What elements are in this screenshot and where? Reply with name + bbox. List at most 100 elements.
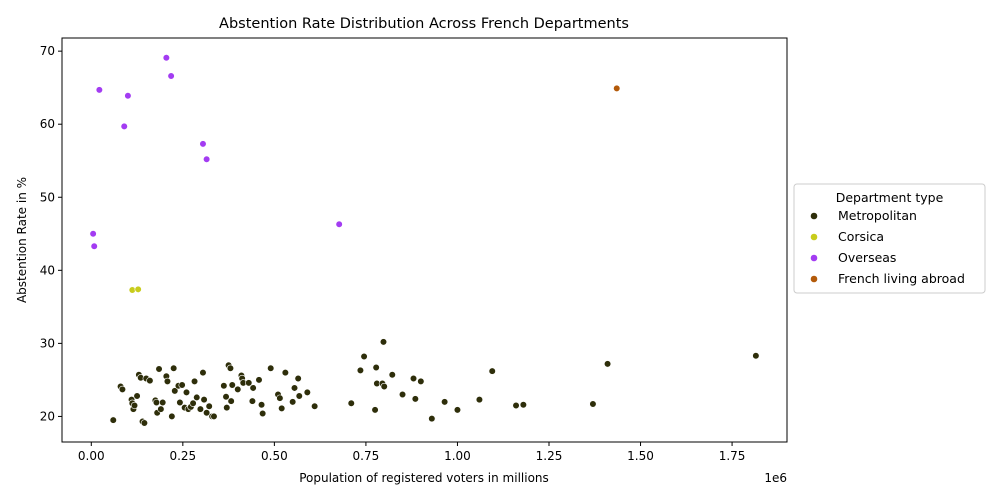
point-metropolitan (411, 395, 419, 403)
point-metropolitan (248, 397, 257, 405)
legend: Department type Metropolitan Corsica Overs… (793, 183, 986, 294)
point-metropolitan (603, 360, 612, 368)
point-metropolitan (255, 376, 263, 384)
point-metropolitan (512, 401, 520, 410)
point-metropolitan (276, 394, 284, 402)
point-metropolitan (519, 401, 527, 409)
point-metropolitan (234, 385, 242, 393)
y-tick-label: 20 (40, 409, 55, 423)
point-metropolitan (409, 374, 418, 383)
legend-label-french-living-abroad: French living abroad (838, 271, 965, 286)
y-tick-label: 50 (40, 190, 55, 204)
point-metropolitan (453, 406, 462, 414)
y-axis-ticks: 20 30 40 50 60 70 (40, 44, 62, 423)
point-metropolitan (379, 338, 388, 346)
point-metropolitan (257, 401, 266, 409)
point-metropolitan (226, 364, 235, 372)
point-metropolitan (295, 392, 303, 400)
legend-items: Metropolitan Corsica Overseas French living… (810, 208, 965, 286)
point-overseas (120, 122, 128, 130)
point-metropolitan (347, 399, 355, 407)
point-metropolitan (752, 352, 760, 360)
point-metropolitan (222, 393, 230, 401)
legend-label-corsica: Corsica (838, 229, 884, 244)
point-metropolitan (441, 398, 449, 406)
point-metropolitan (311, 402, 319, 410)
point-metropolitan (190, 377, 199, 385)
point-metropolitan (193, 393, 201, 402)
legend-marker-metropolitan (810, 212, 818, 220)
point-metropolitan (130, 401, 139, 410)
point-metropolitan (259, 409, 267, 418)
y-tick-label: 70 (40, 44, 55, 58)
point-metropolitan (223, 404, 231, 412)
point-metropolitan (176, 398, 184, 407)
x-tick-label: 0.25 (169, 449, 196, 463)
point-metropolitan (360, 352, 368, 361)
point-metropolitan (249, 384, 257, 392)
legend-marker-overseas (810, 254, 818, 262)
point-metropolitan (168, 412, 176, 421)
point-metropolitan (155, 365, 163, 373)
x-tick-label: 1.50 (627, 449, 654, 463)
point-metropolitan (290, 384, 299, 392)
point-metropolitan (170, 364, 178, 372)
point-overseas (95, 86, 103, 94)
chart-title: Abstention Rate Distribution Across Fren… (219, 16, 629, 32)
y-axis-label: Abstention Rate in % (15, 177, 29, 303)
point-metropolitan (475, 396, 484, 404)
point-metropolitan (371, 406, 379, 414)
point-overseas (167, 72, 175, 80)
x-axis-ticks: 0.00 0.25 0.50 0.75 1.00 1.25 1.50 1.75 (78, 442, 746, 463)
x-axis-offset-label: 1e6 (764, 471, 787, 485)
point-metropolitan (267, 364, 275, 372)
point-metropolitan (245, 379, 253, 387)
legend-marker-corsica (810, 233, 818, 241)
legend-label-overseas: Overseas (838, 250, 896, 265)
legend-marker-french-living-abroad (810, 275, 818, 283)
point-overseas (124, 92, 132, 100)
point-metropolitan (398, 390, 407, 399)
x-tick-label: 1.75 (719, 449, 746, 463)
point-metropolitan (146, 377, 154, 385)
point-metropolitan (171, 387, 179, 395)
point-metropolitan (294, 374, 302, 383)
point-metropolitan (220, 382, 228, 390)
point-metropolitan (178, 381, 186, 389)
point-metropolitan (196, 405, 205, 413)
point-metropolitan (140, 419, 148, 427)
point-metropolitan (417, 377, 425, 385)
point-metropolitan (203, 409, 211, 417)
point-corsica (128, 286, 136, 294)
point-metropolitan (205, 402, 213, 410)
point-metropolitan (303, 388, 311, 396)
point-metropolitan (199, 368, 207, 377)
point-metropolitan (278, 404, 286, 412)
legend-title: Department type (836, 190, 944, 205)
point-metropolitan (159, 398, 167, 407)
point-metropolitan (133, 392, 141, 400)
point-overseas (89, 230, 97, 238)
legend-box (793, 183, 986, 294)
point-overseas (162, 54, 170, 62)
point-metropolitan (428, 415, 436, 423)
point-metropolitan (157, 405, 165, 413)
legend-label-metropolitan: Metropolitan (838, 208, 917, 223)
point-metropolitan (182, 388, 191, 396)
points-layer (89, 54, 760, 427)
x-axis-label: Population of registered voters in milli… (299, 471, 549, 485)
point-metropolitan (109, 416, 117, 424)
point-metropolitan (227, 397, 235, 405)
point-overseas (90, 242, 98, 250)
plot-frame (61, 37, 788, 443)
y-tick-label: 30 (40, 336, 55, 350)
point-french-living-abroad (613, 84, 621, 93)
point-metropolitan (488, 367, 496, 375)
point-metropolitan (228, 381, 236, 389)
point-metropolitan (189, 399, 197, 407)
y-tick-label: 60 (40, 117, 55, 131)
point-metropolitan (380, 382, 388, 391)
point-metropolitan (200, 396, 208, 404)
point-metropolitan (152, 398, 161, 407)
